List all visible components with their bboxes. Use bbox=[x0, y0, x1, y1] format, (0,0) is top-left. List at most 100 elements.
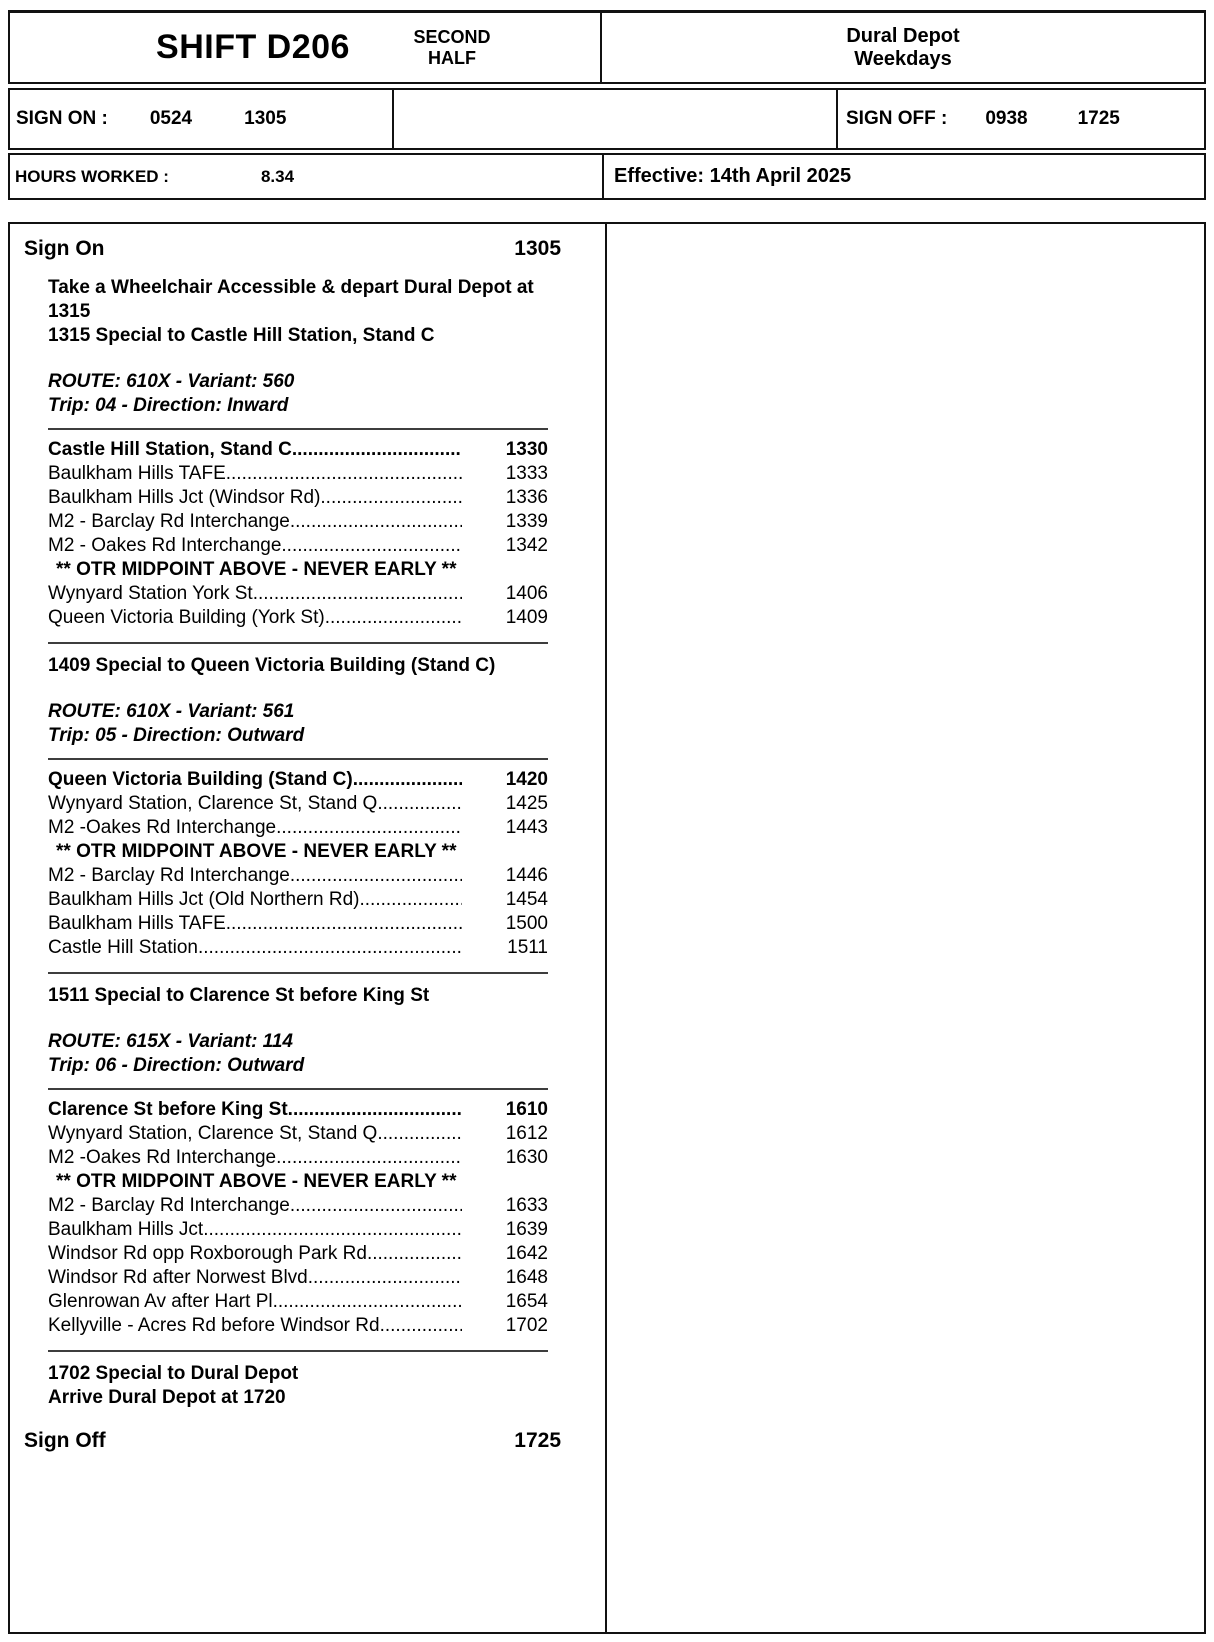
stop-row: Wynyard Station York St 1406 bbox=[48, 582, 548, 606]
sign-on-time-1: 0524 bbox=[149, 108, 193, 129]
empty-cell bbox=[394, 90, 838, 148]
stop-time: 1639 bbox=[505, 1219, 548, 1240]
notes-column-empty bbox=[607, 224, 1204, 1632]
sign-off-heading: Sign Off bbox=[24, 1429, 106, 1452]
dot-leader bbox=[320, 486, 462, 510]
stop-name: Kellyville - Acres Rd before Windsor Rd bbox=[48, 1315, 380, 1336]
section-divider bbox=[48, 972, 548, 974]
dot-leader bbox=[290, 864, 462, 888]
dot-leader bbox=[288, 1098, 462, 1122]
dot-leader bbox=[367, 1242, 462, 1266]
stop-time: 1443 bbox=[505, 817, 548, 838]
stop-row: Glenrowan Av after Hart Pl 1654 bbox=[48, 1290, 548, 1314]
stop-name: Baulkham Hills Jct (Old Northern Rd) bbox=[48, 889, 360, 910]
dot-leader bbox=[203, 1218, 462, 1242]
section-divider bbox=[48, 642, 548, 644]
stop-name: Baulkham Hills Jct bbox=[48, 1219, 204, 1240]
stop-name: M2 -Oakes Rd Interchange bbox=[48, 1147, 277, 1168]
sign-off-time-2: 1725 bbox=[1077, 108, 1120, 129]
midpoint-note: ** OTR MIDPOINT ABOVE - NEVER EARLY ** bbox=[56, 559, 457, 580]
section-divider bbox=[48, 428, 548, 430]
sign-on-time: 1305 bbox=[514, 237, 561, 260]
stop-time: 1654 bbox=[505, 1291, 548, 1312]
shift-half-label: SECOND HALF bbox=[413, 26, 491, 68]
header-hours-row: HOURS WORKED : 8.34 Effective: 14th Apri… bbox=[8, 153, 1206, 200]
stop-time: 1409 bbox=[505, 607, 548, 628]
route-line: ROUTE: 610X - Variant: 561 bbox=[48, 701, 295, 722]
stop-row: Windsor Rd opp Roxborough Park Rd 1642 bbox=[48, 1242, 548, 1266]
stop-time: 1702 bbox=[505, 1315, 548, 1336]
depart-instruction-line: Take a Wheelchair Accessible & depart Du… bbox=[48, 277, 534, 322]
depot-days-label: Dural Depot Weekdays bbox=[846, 25, 959, 71]
special-to-line: 1315 Special to Castle Hill Station, Sta… bbox=[48, 325, 435, 346]
sign-off-time: 1725 bbox=[514, 1429, 561, 1452]
stop-name: Wynyard Station, Clarence St, Stand Q bbox=[48, 793, 378, 814]
stop-name: Clarence St before King St bbox=[48, 1099, 288, 1120]
dot-leader bbox=[276, 1146, 462, 1170]
sign-on-heading: Sign On bbox=[24, 237, 105, 260]
stop-name: M2 - Barclay Rd Interchange bbox=[48, 1195, 290, 1216]
stop-name: Queen Victoria Building (Stand C) bbox=[48, 769, 353, 790]
stop-row: M2 - Barclay Rd Interchange 1633 bbox=[48, 1194, 548, 1218]
special-to-line: 1702 Special to Dural Depot bbox=[48, 1363, 299, 1384]
route-info: ROUTE: 610X - Variant: 561 Trip: 05 - Di… bbox=[48, 700, 605, 748]
stop-time: 1342 bbox=[505, 535, 548, 556]
dot-leader bbox=[308, 1266, 462, 1290]
stop-row: Castle Hill Station, Stand C 1330 bbox=[48, 438, 548, 462]
day-type: Weekdays bbox=[854, 47, 952, 70]
sign-on-cell: SIGN ON : 0524 1305 bbox=[10, 90, 394, 148]
route-info: ROUTE: 610X - Variant: 560 Trip: 04 - Di… bbox=[48, 370, 605, 418]
stop-time: 1446 bbox=[505, 865, 548, 886]
stop-row: Windsor Rd after Norwest Blvd 1648 bbox=[48, 1266, 548, 1290]
stop-row: M2 - Oakes Rd Interchange 1342 bbox=[48, 534, 548, 558]
special-to-line: 1511 Special to Clarence St before King … bbox=[48, 985, 430, 1006]
stop-row: Queen Victoria Building (Stand C) 1420 bbox=[48, 768, 548, 792]
stop-row: Castle Hill Station 1511 bbox=[48, 936, 548, 960]
duty-detail-box: Sign On 1305 Take a Wheelchair Accessibl… bbox=[8, 222, 1206, 1634]
stop-row: Clarence St before King St 1610 bbox=[48, 1098, 548, 1122]
dot-leader bbox=[281, 534, 462, 558]
midpoint-note: ** OTR MIDPOINT ABOVE - NEVER EARLY ** bbox=[56, 841, 457, 862]
stop-row: M2 -Oakes Rd Interchange 1443 bbox=[48, 816, 548, 840]
stop-time: 1336 bbox=[505, 487, 548, 508]
route-line: ROUTE: 610X - Variant: 560 bbox=[48, 371, 295, 392]
section-divider bbox=[48, 758, 548, 760]
effective-date-cell: Effective: 14th April 2025 bbox=[604, 155, 1204, 198]
trip-line: Trip: 04 - Direction: Inward bbox=[48, 395, 289, 416]
stop-time: 1454 bbox=[505, 889, 548, 910]
section-divider bbox=[48, 1088, 548, 1090]
stop-time: 1648 bbox=[505, 1267, 548, 1288]
stop-row: Wynyard Station, Clarence St, Stand Q 161… bbox=[48, 1122, 548, 1146]
stop-row: M2 - Barclay Rd Interchange 1446 bbox=[48, 864, 548, 888]
sign-on-row: Sign On 1305 bbox=[24, 236, 561, 262]
stop-name: Windsor Rd after Norwest Blvd bbox=[48, 1267, 308, 1288]
hours-worked-value: 8.34 bbox=[260, 166, 295, 186]
stop-row: Kellyville - Acres Rd before Windsor Rd 1… bbox=[48, 1314, 548, 1338]
trip-section: ROUTE: 610X - Variant: 561 Trip: 05 - Di… bbox=[16, 700, 605, 1008]
stop-time: 1339 bbox=[505, 511, 548, 532]
sign-off-row: Sign Off 1725 bbox=[24, 1428, 561, 1454]
dot-leader bbox=[226, 462, 462, 486]
sign-off-cell: SIGN OFF : 0938 1725 bbox=[838, 90, 1204, 148]
stop-name: Baulkham Hills Jct (Windsor Rd) bbox=[48, 487, 321, 508]
dot-leader bbox=[226, 912, 462, 936]
stop-time: 1642 bbox=[505, 1243, 548, 1264]
shift-title-cell: SHIFT D206 SECOND HALF bbox=[10, 13, 602, 82]
stop-name: Wynyard Station York St bbox=[48, 583, 253, 604]
sign-off-label: SIGN OFF : bbox=[846, 108, 948, 129]
sign-on-label: SIGN ON : bbox=[16, 108, 108, 129]
stop-time: 1420 bbox=[505, 769, 548, 790]
stop-row: Baulkham Hills Jct (Windsor Rd) 1336 bbox=[48, 486, 548, 510]
stop-name: Castle Hill Station bbox=[48, 937, 198, 958]
dot-leader bbox=[380, 1314, 462, 1338]
stops-list: Clarence St before King St1610Wynyard St… bbox=[48, 1098, 548, 1338]
dot-leader bbox=[359, 888, 462, 912]
stop-time: 1333 bbox=[505, 463, 548, 484]
return-to-depot: 1702 Special to Dural Depot Arrive Dural… bbox=[48, 1362, 605, 1410]
midpoint-note: ** OTR MIDPOINT ABOVE - NEVER EARLY ** bbox=[56, 1171, 457, 1192]
depot-name: Dural Depot bbox=[846, 24, 960, 47]
stops-list: Castle Hill Station, Stand C1330 Baulkham… bbox=[48, 438, 548, 630]
stop-name: Queen Victoria Building (York St) bbox=[48, 607, 325, 628]
stop-time: 1511 bbox=[507, 937, 548, 958]
hours-worked-label: HOURS WORKED : bbox=[15, 166, 169, 186]
